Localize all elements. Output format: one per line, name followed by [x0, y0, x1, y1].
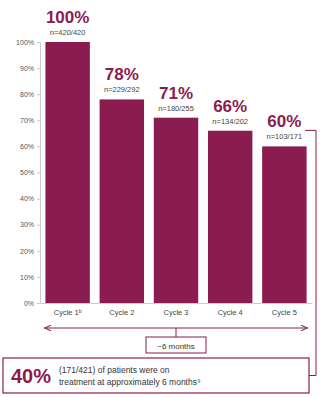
y-tick: 80%	[20, 91, 40, 98]
y-tick-label: 0%	[24, 300, 34, 307]
x-tick: Cycle 3	[163, 303, 188, 317]
y-tick-mark	[37, 68, 40, 69]
value-label: 100%	[46, 8, 89, 27]
duration-box	[146, 337, 206, 353]
x-tick: Cycle 4	[218, 303, 243, 317]
y-tick: 20%	[20, 248, 40, 255]
chart: 0% 10% 20% 30% 40% 50% 60% 70% 80% 90% 100% Cycle 1…	[0, 0, 321, 397]
bar	[45, 42, 89, 303]
n-label: n=103/171	[267, 132, 303, 141]
x-tick-label: Cycle 4	[218, 308, 243, 317]
y-tick-mark	[37, 277, 40, 278]
y-tick-label: 30%	[20, 221, 34, 228]
duration-label: ~6 months	[157, 342, 195, 351]
bar	[154, 118, 198, 303]
y-tick: 60%	[20, 143, 40, 150]
y-tick: 70%	[20, 117, 40, 124]
y-tick-label: 10%	[20, 274, 34, 281]
x-axis-line	[41, 303, 313, 304]
y-tick-label: 50%	[20, 169, 34, 176]
x-tick-label: Cycle 5	[272, 308, 297, 317]
x-tick: Cycle 2	[109, 303, 134, 317]
y-tick: 0%	[24, 300, 40, 307]
value-label: 66%	[213, 97, 247, 116]
y-tick: 90%	[20, 65, 40, 72]
y-tick-mark	[37, 251, 40, 252]
y-tick-mark	[37, 94, 40, 95]
x-tick: Cycle 1ᵇ	[54, 303, 82, 317]
bars	[45, 42, 306, 303]
x-tick-label: Cycle 1ᵇ	[54, 308, 82, 317]
x-tick-label: Cycle 2	[109, 308, 134, 317]
y-tick-mark	[37, 42, 40, 43]
callout-text: treatment at approximately 6 months⁹	[59, 377, 201, 387]
bar	[262, 146, 306, 303]
x-tick: Cycle 5	[272, 303, 297, 317]
value-label: 71%	[159, 84, 193, 103]
y-tick: 30%	[20, 221, 40, 228]
y-tick-label: 80%	[20, 91, 34, 98]
n-label: n=420/420	[50, 28, 86, 37]
x-axis: Cycle 1ᵇ Cycle 2 Cycle 3 Cycle 4 Cycle 5	[41, 303, 313, 317]
callout-bracket	[305, 130, 316, 375]
x-tick-label: Cycle 3	[163, 308, 188, 317]
y-tick: 10%	[20, 274, 40, 281]
bar	[100, 99, 144, 303]
y-tick-mark	[37, 120, 40, 121]
value-label: 78%	[105, 65, 139, 84]
y-tick: 100%	[16, 39, 40, 46]
y-tick-label: 90%	[20, 65, 34, 72]
y-tick-mark	[37, 146, 40, 147]
plot: 0% 10% 20% 30% 40% 50% 60% 70% 80% 90% 100% Cycle 1…	[16, 8, 312, 317]
value-label: 60%	[267, 112, 301, 131]
y-tick-label: 70%	[20, 117, 34, 124]
annotations: ~6 months 40% (171/421) of patients were o…	[3, 130, 316, 393]
n-label: n=180/255	[158, 104, 194, 113]
y-tick-label: 60%	[20, 143, 34, 150]
duration-connector	[176, 328, 177, 337]
y-tick-mark	[37, 199, 40, 200]
y-tick: 50%	[20, 169, 40, 176]
bar	[208, 131, 252, 303]
y-axis-line	[37, 43, 41, 304]
callout-box	[3, 358, 309, 393]
y-tick-label: 40%	[20, 195, 34, 202]
n-label: n=229/292	[104, 85, 140, 94]
y-tick-mark	[37, 303, 40, 304]
y-tick-mark	[37, 225, 40, 226]
data-labels: 100%n=420/420 78%n=229/292 71%n=180/255 66%…	[46, 8, 302, 141]
n-label: n=134/202	[212, 117, 248, 126]
y-tick-label: 100%	[16, 39, 34, 46]
y-axis: 0% 10% 20% 30% 40% 50% 60% 70% 80% 90% 100%	[16, 39, 40, 307]
y-tick: 40%	[20, 195, 40, 202]
y-tick-mark	[37, 173, 40, 174]
y-tick-label: 20%	[20, 248, 34, 255]
callout-value: 40%	[11, 365, 51, 387]
callout-text: (171/421) of patients were on	[59, 365, 170, 375]
